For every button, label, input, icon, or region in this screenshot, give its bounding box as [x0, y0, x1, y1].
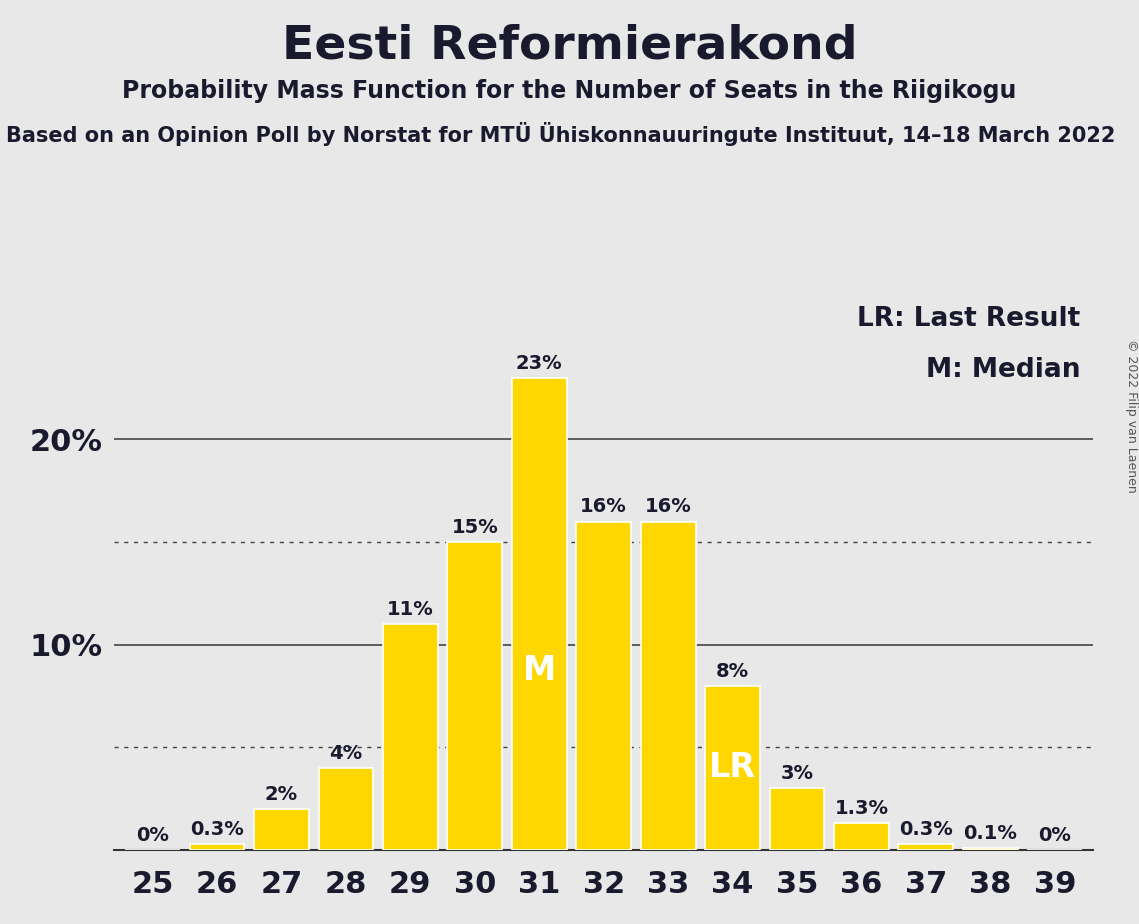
Text: Probability Mass Function for the Number of Seats in the Riigikogu: Probability Mass Function for the Number…: [122, 79, 1017, 103]
Bar: [254, 809, 309, 850]
Text: Based on an Opinion Poll by Norstat for MTÜ Ühiskonnauuringute Instituut, 14–18 : Based on an Opinion Poll by Norstat for …: [6, 122, 1115, 146]
Bar: [770, 788, 825, 850]
Bar: [576, 521, 631, 850]
Text: 4%: 4%: [329, 744, 362, 763]
Text: 15%: 15%: [451, 518, 498, 537]
Bar: [962, 848, 1018, 850]
Text: 11%: 11%: [387, 600, 434, 619]
Text: Eesti Reformierakond: Eesti Reformierakond: [281, 23, 858, 68]
Bar: [511, 378, 566, 850]
Bar: [319, 768, 374, 850]
Text: 23%: 23%: [516, 354, 563, 372]
Text: 2%: 2%: [265, 784, 298, 804]
Text: M: Median: M: Median: [926, 358, 1081, 383]
Text: 0%: 0%: [137, 826, 169, 845]
Text: LR: Last Result: LR: Last Result: [858, 306, 1081, 332]
Text: 8%: 8%: [716, 662, 749, 681]
Text: M: M: [523, 654, 556, 687]
Text: LR: LR: [708, 751, 756, 784]
Bar: [448, 542, 502, 850]
Text: 1.3%: 1.3%: [835, 799, 888, 819]
Bar: [834, 823, 888, 850]
Bar: [899, 844, 953, 850]
Bar: [383, 625, 437, 850]
Text: 0.1%: 0.1%: [964, 824, 1017, 843]
Text: 0%: 0%: [1039, 826, 1071, 845]
Text: 16%: 16%: [645, 497, 691, 517]
Bar: [189, 844, 245, 850]
Bar: [705, 686, 760, 850]
Text: 0.3%: 0.3%: [190, 820, 244, 839]
Text: 16%: 16%: [580, 497, 628, 517]
Text: 0.3%: 0.3%: [899, 820, 952, 839]
Text: 3%: 3%: [780, 764, 813, 784]
Text: © 2022 Filip van Laenen: © 2022 Filip van Laenen: [1124, 339, 1138, 492]
Bar: [641, 521, 696, 850]
